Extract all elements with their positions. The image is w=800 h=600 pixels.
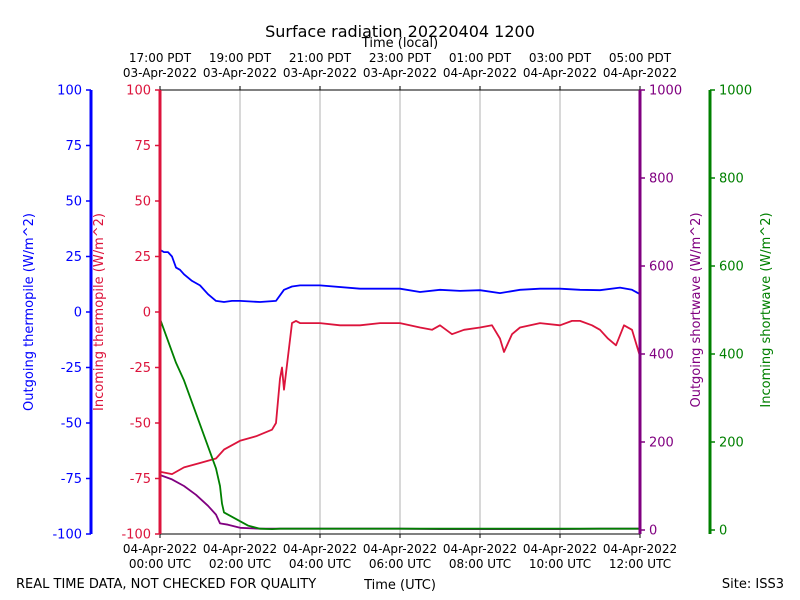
outgoing-thermopile-tick-label: -50	[61, 417, 82, 432]
incoming-thermopile-axis: -100 -75 -50 -25 0 25 50 75 100 Incoming thermopi…	[92, 84, 162, 543]
incoming-shortwave-axis: 0 200 400 600 800 1000 Incoming shortwave (W/m…	[708, 84, 774, 539]
outgoing-thermopile-tick-label: 25	[65, 250, 82, 265]
incoming-thermopile-tick-label: 50	[134, 195, 151, 210]
outgoing-shortwave-tick-label: 800	[649, 172, 674, 187]
bottom-tick-time: 10:00 UTC	[529, 557, 591, 571]
site-label: Site: ISS3	[722, 577, 784, 592]
bottom-tick-date: 04-Apr-2022	[523, 542, 597, 556]
bottom-tick-date: 04-Apr-2022	[203, 542, 277, 556]
top-tick-time: 01:00 PDT	[449, 51, 512, 65]
top-tick-date: 03-Apr-2022	[363, 66, 437, 80]
incoming-thermopile-tick-label: 100	[126, 84, 151, 99]
bottom-tick-time: 00:00 UTC	[129, 557, 191, 571]
bottom-x-axis-label: Time (UTC)	[363, 578, 436, 593]
incoming-shortwave-line	[159, 318, 640, 530]
bottom-tick-date: 04-Apr-2022	[283, 542, 357, 556]
outgoing-shortwave-tick-label: 600	[649, 260, 674, 275]
top-tick-date: 04-Apr-2022	[523, 66, 597, 80]
bottom-tick-date: 04-Apr-2022	[123, 542, 197, 556]
bottom-tick-time: 12:00 UTC	[609, 557, 671, 571]
incoming-shortwave-tick-label: 400	[719, 348, 744, 363]
bottom-tick-time: 08:00 UTC	[449, 557, 511, 571]
incoming-thermopile-tick-label: 75	[134, 139, 151, 154]
incoming-shortwave-tick-label: 800	[719, 172, 744, 187]
top-tick-date: 04-Apr-2022	[443, 66, 517, 80]
outgoing-thermopile-tick-label: 100	[57, 84, 82, 99]
bottom-tick-time: 06:00 UTC	[369, 557, 431, 571]
outgoing-shortwave-tick-label: 1000	[649, 84, 682, 99]
incoming-shortwave-tick-label: 600	[719, 260, 744, 275]
outgoing-thermopile-axis-label: Outgoing thermopile (W/m^2)	[22, 213, 37, 411]
bottom-tick-date: 04-Apr-2022	[443, 542, 517, 556]
outgoing-thermopile-tick-label: -100	[52, 528, 82, 543]
bottom-tick-date: 04-Apr-2022	[603, 542, 677, 556]
incoming-thermopile-line	[159, 319, 641, 476]
bottom-tick-time: 04:00 UTC	[289, 557, 351, 571]
incoming-thermopile-tick-label: 25	[134, 250, 151, 265]
top-tick-date: 04-Apr-2022	[603, 66, 677, 80]
incoming-thermopile-tick-label: -100	[121, 528, 151, 543]
top-x-axis-label: Time (local)	[361, 36, 438, 51]
outgoing-thermopile-axis: -100 -75 -50 -25 0 25 50 75 100 Outgoing thermopi…	[22, 84, 93, 543]
outgoing-thermopile-tick-label: -25	[61, 361, 82, 376]
top-tick-time: 05:00 PDT	[609, 51, 672, 65]
incoming-thermopile-tick-label: -50	[130, 417, 151, 432]
top-tick-time: 03:00 PDT	[529, 51, 592, 65]
incoming-thermopile-tick-label: -25	[130, 361, 151, 376]
outgoing-shortwave-tick-label: 400	[649, 348, 674, 363]
incoming-shortwave-tick-label: 1000	[719, 84, 752, 99]
outgoing-shortwave-tick-label: 0	[649, 524, 657, 539]
top-tick-date: 03-Apr-2022	[123, 66, 197, 80]
outgoing-thermopile-line	[159, 249, 641, 303]
top-tick-time: 23:00 PDT	[369, 51, 432, 65]
incoming-shortwave-tick-label: 200	[719, 436, 744, 451]
top-tick-time: 21:00 PDT	[289, 51, 352, 65]
top-tick-date: 03-Apr-2022	[283, 66, 357, 80]
incoming-thermopile-axis-label: Incoming thermopile (W/m^2)	[92, 213, 107, 411]
outgoing-thermopile-tick-label: 50	[65, 195, 82, 210]
top-tick-date: 03-Apr-2022	[203, 66, 277, 80]
outgoing-thermopile-tick-label: -75	[61, 472, 82, 487]
top-tick-time: 17:00 PDT	[129, 51, 192, 65]
incoming-thermopile-tick-label: -75	[130, 472, 151, 487]
outgoing-thermopile-tick-label: 75	[65, 139, 82, 154]
outgoing-thermopile-tick-label: 0	[74, 306, 82, 321]
outgoing-shortwave-tick-label: 200	[649, 436, 674, 451]
quality-disclaimer: REAL TIME DATA, NOT CHECKED FOR QUALITY	[16, 577, 316, 592]
bottom-tick-time: 02:00 UTC	[209, 557, 271, 571]
series-layer	[159, 249, 641, 530]
incoming-shortwave-axis-label: Incoming shortwave (W/m^2)	[759, 212, 774, 407]
chart-title: Surface radiation 20220404 1200	[265, 22, 535, 41]
incoming-shortwave-tick-label: 0	[719, 524, 727, 539]
outgoing-shortwave-axis: 0 200 400 600 800 1000 Outgoing shortwave (W/m…	[638, 84, 704, 539]
grid	[239, 90, 561, 534]
bottom-tick-date: 04-Apr-2022	[363, 542, 437, 556]
top-tick-time: 19:00 PDT	[209, 51, 272, 65]
incoming-thermopile-tick-label: 0	[143, 306, 151, 321]
outgoing-shortwave-axis-label: Outgoing shortwave (W/m^2)	[689, 212, 704, 407]
